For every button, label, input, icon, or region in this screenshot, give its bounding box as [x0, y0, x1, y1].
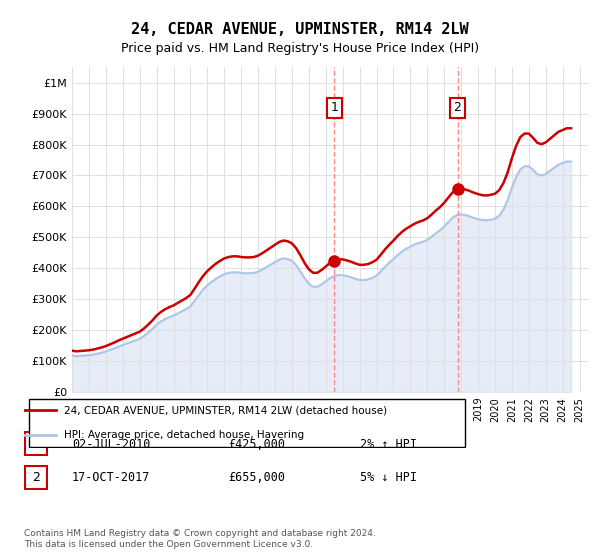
- FancyBboxPatch shape: [25, 466, 47, 489]
- Text: 2: 2: [32, 471, 40, 484]
- Text: £425,000: £425,000: [228, 437, 285, 451]
- Text: 2: 2: [454, 101, 461, 114]
- Text: Contains HM Land Registry data © Crown copyright and database right 2024.
This d: Contains HM Land Registry data © Crown c…: [24, 529, 376, 549]
- Text: 2% ↑ HPI: 2% ↑ HPI: [360, 437, 417, 451]
- Text: 5% ↓ HPI: 5% ↓ HPI: [360, 471, 417, 484]
- FancyBboxPatch shape: [29, 399, 465, 447]
- Text: 24, CEDAR AVENUE, UPMINSTER, RM14 2LW (detached house): 24, CEDAR AVENUE, UPMINSTER, RM14 2LW (d…: [65, 405, 388, 415]
- Text: HPI: Average price, detached house, Havering: HPI: Average price, detached house, Have…: [65, 431, 305, 440]
- Text: 1: 1: [32, 437, 40, 450]
- FancyBboxPatch shape: [25, 432, 47, 455]
- Text: £655,000: £655,000: [228, 471, 285, 484]
- Text: 17-OCT-2017: 17-OCT-2017: [72, 471, 151, 484]
- Text: 1: 1: [330, 101, 338, 114]
- Text: 24, CEDAR AVENUE, UPMINSTER, RM14 2LW: 24, CEDAR AVENUE, UPMINSTER, RM14 2LW: [131, 22, 469, 38]
- Text: Price paid vs. HM Land Registry's House Price Index (HPI): Price paid vs. HM Land Registry's House …: [121, 42, 479, 55]
- Text: 02-JUL-2010: 02-JUL-2010: [72, 437, 151, 451]
